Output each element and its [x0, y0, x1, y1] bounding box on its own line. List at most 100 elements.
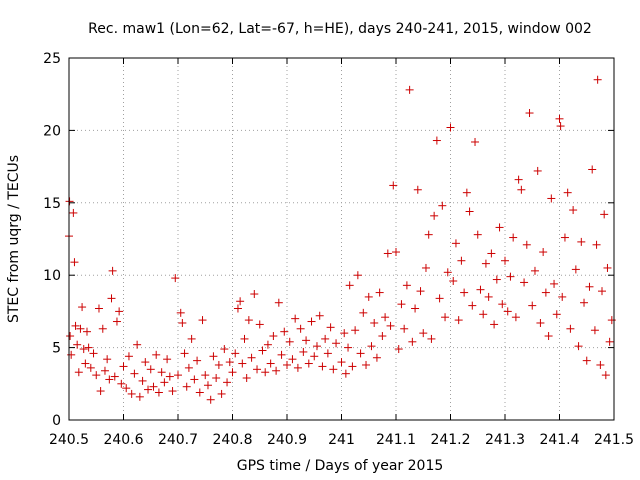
- data-point: [236, 297, 245, 306]
- data-point: [223, 378, 232, 387]
- x-tick-label: 240.8: [212, 432, 252, 448]
- data-point: [603, 263, 612, 272]
- data-point: [238, 359, 247, 368]
- data-point: [312, 342, 321, 351]
- data-point: [280, 327, 289, 336]
- data-point: [206, 395, 215, 404]
- data-point: [598, 287, 607, 296]
- data-point: [590, 326, 599, 335]
- data-point: [112, 317, 121, 326]
- data-point: [490, 320, 499, 329]
- data-point: [449, 276, 458, 285]
- data-point: [419, 329, 428, 338]
- data-point: [593, 75, 602, 84]
- data-point: [242, 374, 251, 383]
- data-point: [96, 387, 105, 396]
- y-tick-label: 15: [43, 196, 61, 212]
- data-point: [580, 298, 589, 307]
- data-point: [367, 342, 376, 351]
- data-point: [498, 300, 507, 309]
- data-point: [214, 360, 223, 369]
- data-point: [574, 342, 583, 351]
- data-point: [492, 275, 501, 284]
- data-point: [397, 300, 406, 309]
- data-point: [157, 368, 166, 377]
- data-point: [520, 278, 529, 287]
- data-point: [66, 332, 75, 341]
- data-point: [174, 371, 182, 380]
- data-point: [408, 337, 417, 346]
- data-point: [501, 256, 509, 265]
- data-point: [465, 207, 474, 216]
- data-point: [84, 343, 93, 352]
- data-point: [220, 345, 229, 354]
- data-point: [555, 114, 564, 123]
- data-point: [315, 311, 324, 320]
- data-point: [178, 318, 187, 327]
- data-point: [288, 355, 297, 364]
- data-point: [430, 211, 439, 220]
- data-point: [451, 239, 460, 248]
- data-point: [550, 279, 559, 288]
- data-point: [130, 369, 139, 378]
- data-point: [605, 337, 614, 346]
- data-point: [560, 233, 569, 242]
- x-tick-label: 241.1: [376, 432, 416, 448]
- data-point: [138, 376, 147, 385]
- data-point: [307, 317, 316, 326]
- data-point: [94, 304, 103, 313]
- data-point: [471, 137, 480, 146]
- data-point: [457, 256, 466, 265]
- data-point: [127, 389, 136, 398]
- data-point: [231, 349, 240, 358]
- data-point: [370, 318, 379, 327]
- data-point: [146, 365, 155, 374]
- data-point: [495, 223, 504, 232]
- data-point: [86, 363, 95, 372]
- data-point: [198, 316, 207, 325]
- data-point: [522, 240, 531, 249]
- data-point: [506, 272, 515, 281]
- y-tick-label: 20: [43, 123, 61, 139]
- data-point: [180, 349, 189, 358]
- data-point: [228, 368, 237, 377]
- data-point: [344, 343, 353, 352]
- data-point: [351, 326, 360, 335]
- data-point: [479, 310, 488, 319]
- data-point: [82, 327, 91, 336]
- data-point: [375, 288, 384, 297]
- x-axis-label: GPS time / Days of year 2015: [237, 458, 444, 474]
- data-point: [438, 201, 447, 210]
- data-point: [105, 375, 114, 384]
- data-point: [372, 353, 381, 362]
- data-point: [209, 352, 218, 361]
- y-tick-label: 5: [52, 341, 61, 357]
- data-point: [468, 301, 477, 310]
- data-point: [514, 175, 523, 184]
- data-point: [92, 371, 101, 380]
- data-point: [340, 329, 349, 338]
- data-point: [544, 332, 553, 341]
- data-point: [473, 230, 482, 239]
- data-point: [71, 321, 80, 330]
- data-point: [187, 334, 196, 343]
- data-point: [302, 336, 311, 345]
- data-point: [547, 194, 556, 203]
- data-point: [141, 358, 150, 367]
- data-point: [378, 332, 387, 341]
- data-point: [67, 350, 76, 359]
- data-point: [345, 281, 354, 290]
- x-tick-label: 241.3: [485, 432, 525, 448]
- data-point: [240, 334, 249, 343]
- data-point: [441, 313, 450, 322]
- data-point: [528, 301, 537, 310]
- data-point: [600, 210, 609, 219]
- data-point: [432, 136, 441, 145]
- axis-ticks: 240.5 240.6 240.7 240.8 240.9 241 241.1 241.2 24…: [43, 51, 634, 448]
- data-point: [266, 359, 275, 368]
- data-point: [525, 109, 534, 118]
- data-point: [601, 371, 610, 380]
- data-point: [73, 340, 82, 349]
- chart-title: Rec. maw1 (Lon=62, Lat=-67, h=HE), days …: [88, 21, 592, 37]
